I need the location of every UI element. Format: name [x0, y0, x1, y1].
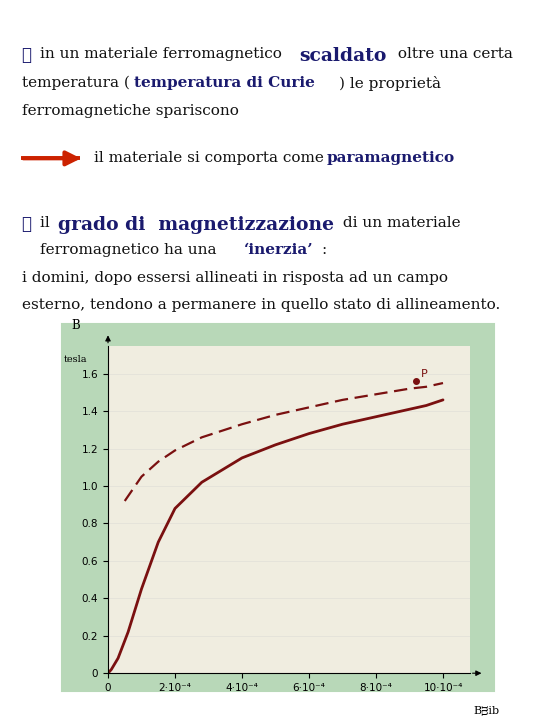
- Text: ✓: ✓: [22, 47, 32, 64]
- Text: i domini, dopo essersi allineati in risposta ad un campo: i domini, dopo essersi allineati in risp…: [22, 271, 448, 284]
- Text: temperatura (: temperatura (: [22, 76, 130, 90]
- Text: P: P: [421, 369, 428, 379]
- Text: ✓: ✓: [22, 216, 32, 233]
- Text: Bᴟib: Bᴟib: [474, 706, 500, 716]
- Text: paramagnetico: paramagnetico: [326, 151, 454, 165]
- Text: tesla: tesla: [64, 356, 87, 364]
- Text: ) le proprietà: ) le proprietà: [339, 76, 441, 91]
- Text: di un materiale: di un materiale: [338, 216, 460, 230]
- Text: ferromagnetiche spariscono: ferromagnetiche spariscono: [22, 104, 239, 118]
- Text: grado di  magnetizzazione: grado di magnetizzazione: [58, 216, 334, 234]
- Text: temperatura di Curie: temperatura di Curie: [134, 76, 315, 89]
- Text: oltre una certa: oltre una certa: [393, 47, 513, 60]
- Text: ‘inerzia’: ‘inerzia’: [244, 243, 313, 257]
- FancyBboxPatch shape: [62, 324, 494, 691]
- Text: in un materiale ferromagnetico: in un materiale ferromagnetico: [40, 47, 287, 60]
- Text: esterno, tendono a permanere in quello stato di allineamento.: esterno, tendono a permanere in quello s…: [22, 298, 500, 312]
- Text: il: il: [40, 216, 55, 230]
- Text: :: :: [322, 243, 327, 257]
- Text: ferromagnetico ha una: ferromagnetico ha una: [40, 243, 222, 257]
- Text: il materiale si comporta come: il materiale si comporta come: [94, 151, 329, 165]
- Text: B: B: [71, 320, 80, 333]
- Text: scaldato: scaldato: [300, 47, 387, 65]
